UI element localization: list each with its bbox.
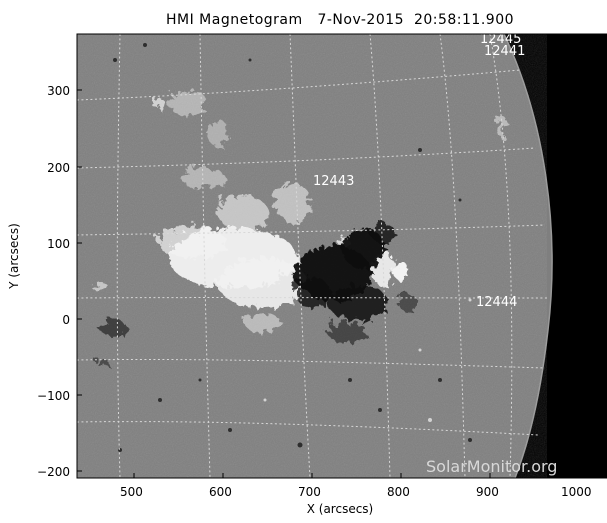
network-fragments: [113, 43, 472, 452]
positive-polarity-plage: [90, 88, 504, 330]
region-label-12444: 12444: [476, 295, 517, 310]
y-tick-label: −200: [37, 465, 70, 479]
y-tick-labels: 300 200 100 0 −100 −200: [37, 84, 70, 479]
off-limb-space: [504, 34, 607, 478]
x-axis-title: X (arcsecs): [307, 502, 374, 516]
x-tick-label: 500: [120, 485, 143, 499]
x-tick-labels: 500 600 700 800 900 1000: [120, 485, 592, 499]
x-tick-label: 600: [209, 485, 232, 499]
region-label-12441: 12441: [484, 44, 525, 59]
y-tick-label: 200: [47, 161, 70, 175]
plot-frame: [76, 33, 607, 479]
y-axis: [77, 89, 82, 472]
x-axis: [133, 473, 580, 478]
credit-watermark: SolarMonitor.org: [426, 457, 557, 476]
x-tick-label: 700: [298, 485, 321, 499]
x-tick-label: 900: [476, 485, 499, 499]
y-tick-label: 100: [47, 237, 70, 251]
y-axis-title: Y (arcsecs): [7, 223, 21, 290]
y-tick-label: −100: [37, 389, 70, 403]
figure-title: HMI Magnetogram 7-Nov-2015 20:58:11.900: [166, 12, 514, 28]
magnetogram-image: 12443 12444 12445 12441 SolarMonitor.org: [77, 32, 607, 478]
y-tick-label: 0: [62, 313, 70, 327]
region-label-12445: 12445: [480, 32, 521, 47]
y-tick-label: 300: [47, 84, 70, 98]
region-label-12443: 12443: [313, 174, 354, 189]
heliographic-grid: [77, 34, 549, 478]
x-tick-label: 800: [387, 485, 410, 499]
x-tick-label: 1000: [561, 485, 592, 499]
